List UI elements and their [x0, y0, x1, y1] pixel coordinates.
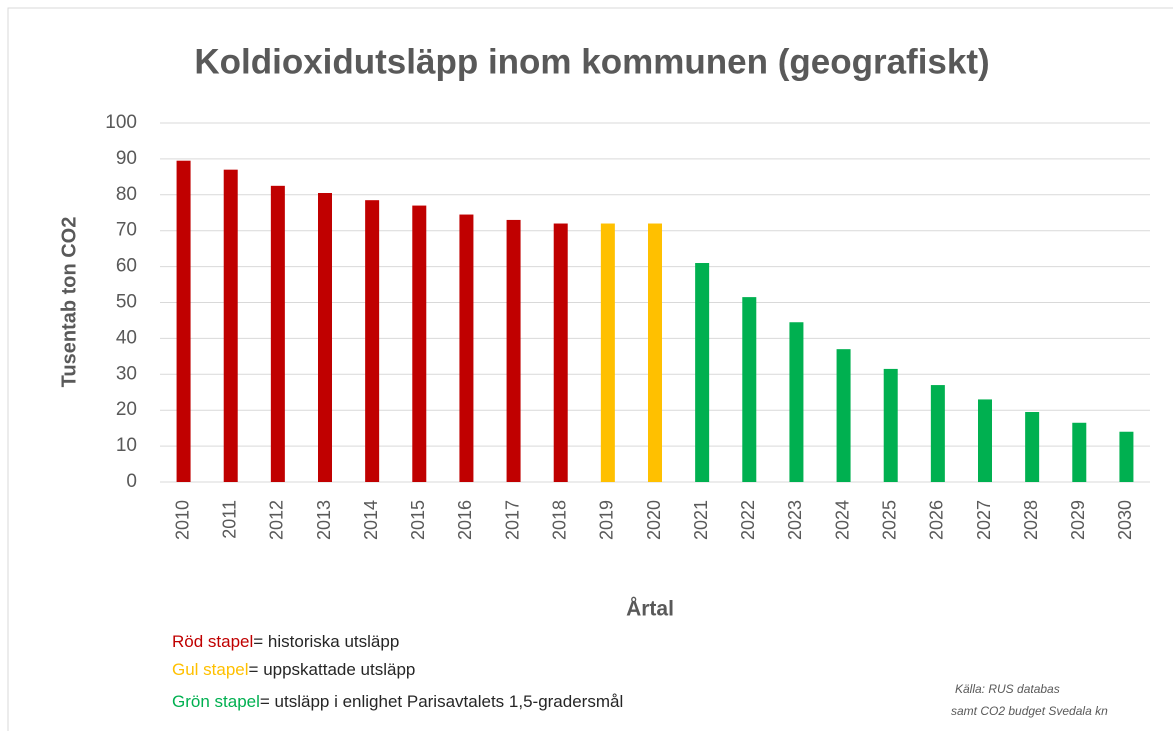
y-tick-label: 40 — [116, 327, 137, 348]
legend-label: Röd stapel — [172, 632, 253, 651]
bar — [1119, 431, 1134, 482]
x-tick-label: 2025 — [879, 500, 899, 540]
legend-entry: Grön stapel= utsläpp i enlighet Parisavt… — [172, 692, 623, 711]
x-tick-label: 2016 — [455, 500, 475, 540]
chart-title: Koldioxidutsläpp inom kommunen (geografi… — [194, 42, 989, 81]
y-tick-label: 100 — [105, 112, 137, 133]
chart-frame — [7, 7, 1173, 731]
x-tick-label: 2017 — [502, 500, 522, 540]
bar — [930, 385, 945, 482]
bar — [695, 263, 710, 482]
y-tick-label: 30 — [116, 363, 137, 384]
bar — [648, 223, 662, 482]
x-tick-label: 2030 — [1115, 500, 1135, 540]
bar — [1025, 411, 1040, 482]
y-tick-label: 60 — [116, 256, 137, 277]
bar — [883, 368, 898, 482]
y-tick-label: 10 — [116, 435, 137, 456]
bar — [553, 223, 568, 482]
y-axis-label: Tusentab ton CO2 — [58, 217, 80, 388]
x-tick-label: 2018 — [549, 500, 569, 540]
legend-entry: Röd stapel= historiska utsläpp — [172, 632, 399, 651]
x-tick-label: 2012 — [267, 500, 287, 540]
y-tick-label: 50 — [116, 292, 137, 313]
bar — [978, 399, 992, 482]
legend-label: Grön stapel — [172, 692, 260, 711]
source-note: samt CO2 budget Svedala kn — [951, 704, 1108, 718]
y-tick-label: 70 — [116, 220, 137, 241]
bar — [789, 322, 804, 482]
x-tick-label: 2021 — [691, 500, 711, 540]
bar — [223, 169, 238, 483]
bar — [365, 200, 380, 482]
x-tick-label: 2020 — [644, 500, 664, 540]
y-tick-label: 0 — [126, 471, 137, 492]
x-tick-label: 2013 — [314, 500, 334, 540]
legend-entry: Gul stapel= uppskattade utsläpp — [172, 660, 415, 679]
x-axis-label: Årtal — [626, 597, 674, 621]
x-tick-label: 2014 — [361, 500, 381, 540]
bar — [1072, 422, 1087, 482]
x-tick-label: 2019 — [597, 500, 617, 540]
x-tick-label: 2015 — [408, 500, 428, 540]
bar — [506, 219, 521, 482]
bar — [412, 205, 427, 482]
x-tick-label: 2026 — [927, 500, 947, 540]
legend-text: = uppskattade utsläpp — [249, 660, 416, 679]
y-tick-label: 80 — [116, 184, 137, 205]
bar — [742, 297, 757, 482]
legend-text: = historiska utsläpp — [253, 632, 399, 651]
y-tick-label: 20 — [116, 399, 137, 420]
bar — [176, 160, 191, 482]
bar — [459, 214, 474, 483]
x-tick-label: 2023 — [785, 500, 805, 540]
bar — [600, 223, 615, 482]
x-tick-label: 2028 — [1021, 500, 1041, 540]
y-tick-label: 90 — [116, 148, 137, 169]
x-tick-label: 2027 — [974, 500, 994, 540]
legend-text: = utsläpp i enlighet Parisavtalets 1,5-g… — [260, 692, 623, 711]
x-tick-label: 2022 — [738, 500, 758, 540]
bar — [836, 349, 851, 482]
x-tick-label: 2010 — [172, 500, 192, 540]
bar — [270, 185, 285, 482]
legend-label: Gul stapel — [172, 660, 249, 679]
x-tick-label: 2029 — [1068, 500, 1088, 540]
x-tick-label: 2011 — [219, 500, 239, 539]
bar — [318, 193, 332, 482]
source-note: Källa: RUS databas — [955, 682, 1060, 696]
x-tick-label: 2024 — [832, 500, 852, 540]
